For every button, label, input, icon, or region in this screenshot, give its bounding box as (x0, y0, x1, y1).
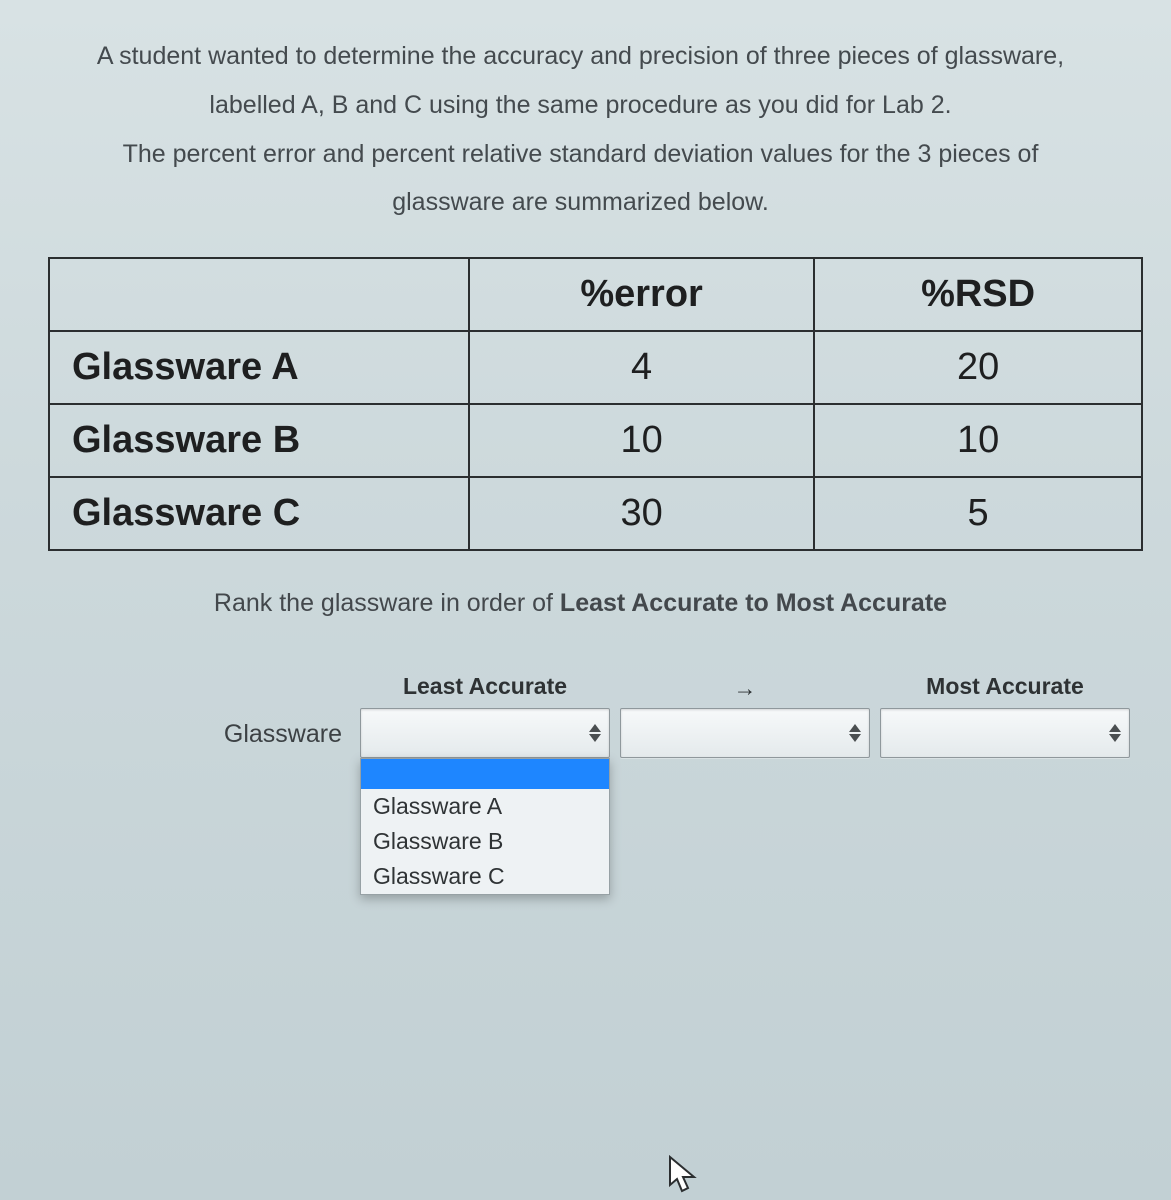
table-row: Glassware C 30 5 (49, 477, 1142, 550)
table-row: Glassware B 10 10 (49, 404, 1142, 477)
rank-prompt-pre: Rank the glassware in order of (214, 589, 560, 617)
cell-rsd: 20 (814, 331, 1142, 404)
select-least-accurate[interactable] (360, 708, 610, 758)
header-most-accurate: Most Accurate (880, 673, 1130, 702)
row-label: Glassware A (49, 331, 469, 404)
cell-rsd: 5 (814, 477, 1142, 550)
data-table: %error %RSD Glassware A 4 20 Glassware B… (48, 257, 1143, 551)
rank-row-label: Glassware (140, 708, 350, 749)
dropdown-option-blank[interactable] (361, 759, 609, 789)
intro-line: A student wanted to determine the accura… (97, 42, 1064, 70)
intro-line: The percent error and percent relative s… (123, 140, 1039, 168)
mouse-cursor-icon (668, 1155, 702, 1195)
rank-prompt-bold: Least Accurate to Most Accurate (560, 589, 947, 617)
cell-error: 10 (469, 404, 814, 477)
dropdown-option[interactable]: Glassware A (361, 789, 609, 824)
row-label: Glassware C (49, 477, 469, 550)
intro-line: glassware are summarized below. (392, 188, 769, 216)
cell-error: 4 (469, 331, 814, 404)
dropdown-stepper-icon (849, 724, 861, 742)
select-most-accurate[interactable] (880, 708, 1130, 758)
header-least-accurate: Least Accurate (360, 673, 610, 702)
dropdown-option[interactable]: Glassware B (361, 824, 609, 859)
dropdown-option[interactable]: Glassware C (361, 859, 609, 894)
dropdown-stepper-icon (589, 724, 601, 742)
cell-error: 30 (469, 477, 814, 550)
col-header-rsd: %RSD (814, 258, 1142, 331)
table-row: Glassware A 4 20 (49, 331, 1142, 404)
dropdown-stepper-icon (1109, 724, 1121, 742)
dropdown-menu[interactable]: Glassware A Glassware B Glassware C (360, 758, 610, 895)
select-middle[interactable] (620, 708, 870, 758)
cell-rsd: 10 (814, 404, 1142, 477)
arrow-icon: → (620, 673, 870, 702)
row-label: Glassware B (49, 404, 469, 477)
rank-prompt: Rank the glassware in order of Least Acc… (10, 589, 1151, 618)
col-header-error: %error (469, 258, 814, 331)
intro-line: labelled A, B and C using the same proce… (209, 91, 951, 119)
question-intro: A student wanted to determine the accura… (10, 32, 1151, 227)
